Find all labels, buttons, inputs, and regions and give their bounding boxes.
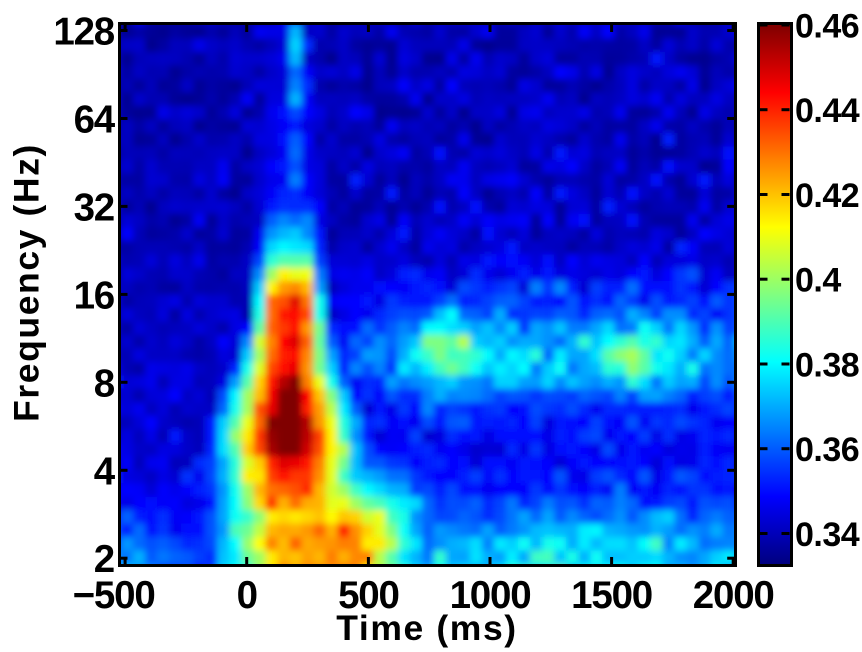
svg-text:128: 128	[53, 11, 114, 54]
svg-text:32: 32	[74, 186, 114, 229]
svg-text:0.4: 0.4	[795, 262, 841, 300]
svg-text:0.44: 0.44	[795, 92, 860, 130]
svg-text:0.42: 0.42	[795, 177, 859, 215]
svg-text:0: 0	[237, 574, 257, 617]
svg-text:1000: 1000	[450, 574, 531, 617]
svg-text:0.34: 0.34	[795, 516, 860, 554]
svg-text:64: 64	[74, 99, 116, 142]
svg-text:2: 2	[94, 538, 114, 581]
svg-text:4: 4	[94, 450, 116, 493]
svg-text:−500: −500	[73, 574, 155, 617]
svg-text:500: 500	[338, 574, 399, 617]
svg-text:0.38: 0.38	[795, 347, 859, 385]
svg-text:1500: 1500	[571, 574, 652, 617]
svg-text:8: 8	[94, 362, 115, 405]
svg-text:0.46: 0.46	[795, 8, 859, 46]
svg-text:Time (ms): Time (ms)	[336, 608, 517, 648]
svg-text:0.36: 0.36	[795, 431, 859, 469]
svg-text:16: 16	[74, 274, 115, 317]
svg-text:Frequency (Hz): Frequency (Hz)	[7, 143, 47, 422]
svg-text:2000: 2000	[693, 574, 774, 617]
